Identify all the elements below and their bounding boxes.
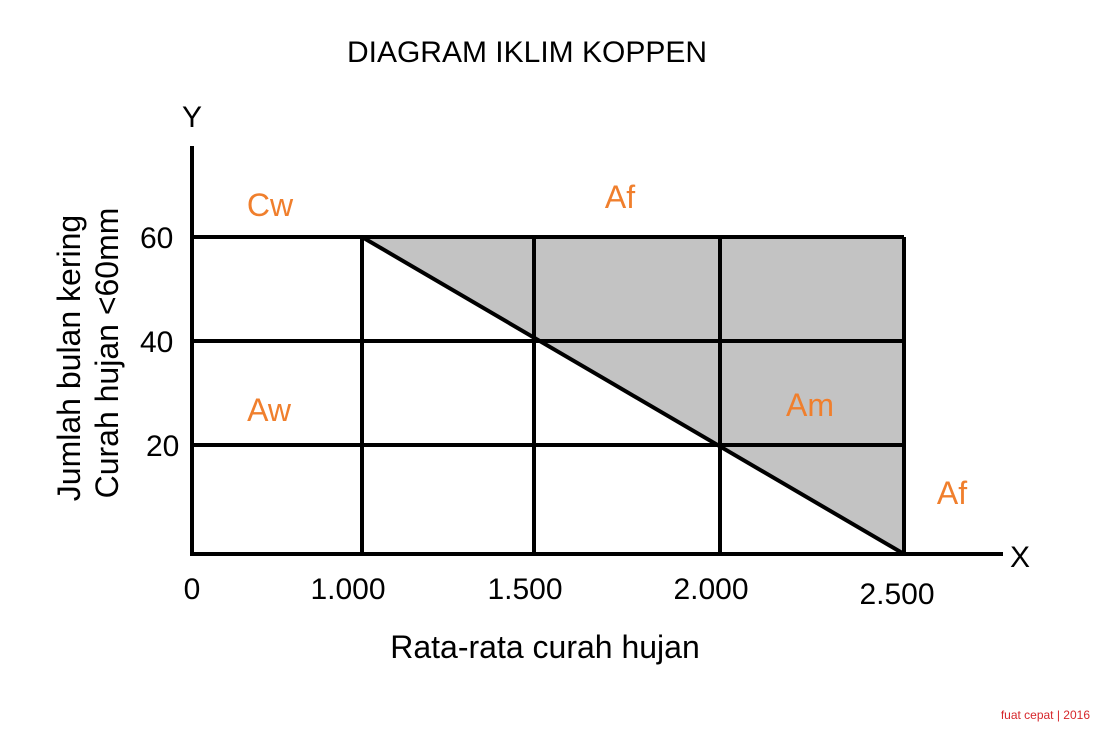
y-axis-title-line1: Jumlah bulan kering bbox=[51, 215, 87, 501]
x-tick-label-2000: 2.000 bbox=[673, 573, 748, 606]
region-label-am: Am bbox=[786, 387, 834, 423]
x-tick-label-2500: 2.500 bbox=[859, 578, 934, 611]
y-tick-label-40: 40 bbox=[140, 326, 173, 359]
region-label-cw: Cw bbox=[247, 187, 294, 223]
y-axis-title-line2: Curah hujan <60mm bbox=[89, 208, 125, 499]
region-label-af-right: Af bbox=[937, 475, 967, 511]
x-axis-title: Rata-rata curah hujan bbox=[390, 629, 700, 665]
diagonal-boundary-line bbox=[360, 235, 906, 556]
region-label-aw: Aw bbox=[247, 392, 292, 428]
diagram-title: DIAGRAM IKLIM KOPPEN bbox=[347, 36, 707, 69]
region-label-af-top: Af bbox=[605, 179, 635, 215]
y-axis-letter: Y bbox=[182, 101, 202, 134]
x-tick-label-1000: 1.000 bbox=[310, 573, 385, 606]
y-tick-label-20: 20 bbox=[146, 430, 179, 463]
x-axis-letter: X bbox=[1010, 541, 1030, 574]
x-tick-label-1500: 1.500 bbox=[487, 573, 562, 606]
x-tick-label-0: 0 bbox=[184, 573, 201, 606]
y-tick-label-60: 60 bbox=[140, 222, 173, 255]
credit-text: fuat cepat | 2016 bbox=[1001, 708, 1091, 722]
